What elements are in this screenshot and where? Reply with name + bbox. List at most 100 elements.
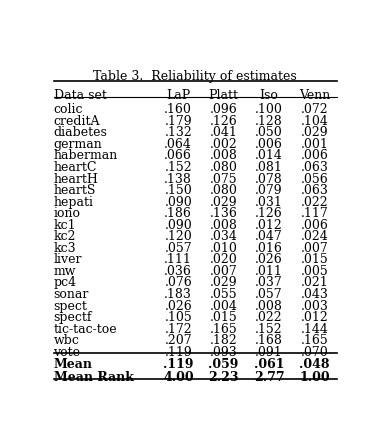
Text: .020: .020 (210, 254, 237, 266)
Text: .081: .081 (255, 161, 283, 174)
Text: .064: .064 (164, 138, 192, 151)
Text: .048: .048 (299, 358, 330, 371)
Text: .076: .076 (164, 277, 192, 290)
Text: .080: .080 (210, 184, 237, 197)
Text: .063: .063 (300, 184, 328, 197)
Text: Table 3.  Reliability of estimates: Table 3. Reliability of estimates (93, 70, 297, 83)
Text: heartC: heartC (53, 161, 97, 174)
Text: .096: .096 (210, 103, 237, 116)
Text: heartH: heartH (53, 172, 98, 186)
Text: .111: .111 (164, 254, 192, 266)
Text: .090: .090 (164, 196, 192, 208)
Text: creditA: creditA (53, 115, 100, 128)
Text: .078: .078 (255, 172, 283, 186)
Text: .183: .183 (164, 288, 192, 301)
Text: .119: .119 (163, 358, 194, 371)
Text: .117: .117 (301, 207, 328, 220)
Text: .050: .050 (255, 127, 283, 139)
Text: .105: .105 (164, 311, 192, 324)
Text: .120: .120 (164, 230, 192, 243)
Text: .186: .186 (164, 207, 192, 220)
Text: Iso: Iso (259, 89, 279, 102)
Text: spectf: spectf (53, 311, 92, 324)
Text: .016: .016 (255, 242, 283, 255)
Text: .063: .063 (300, 161, 328, 174)
Text: .026: .026 (164, 299, 192, 313)
Text: iono: iono (53, 207, 80, 220)
Text: .160: .160 (164, 103, 192, 116)
Text: .012: .012 (301, 311, 328, 324)
Text: .179: .179 (165, 115, 192, 128)
Text: .047: .047 (255, 230, 283, 243)
Text: tic-tac-toe: tic-tac-toe (53, 323, 117, 335)
Text: .057: .057 (255, 288, 283, 301)
Text: .075: .075 (210, 172, 237, 186)
Text: .100: .100 (255, 103, 283, 116)
Text: .031: .031 (255, 196, 283, 208)
Text: .152: .152 (165, 161, 192, 174)
Text: .138: .138 (164, 172, 192, 186)
Text: .126: .126 (255, 207, 283, 220)
Text: colic: colic (53, 103, 83, 116)
Text: Venn: Venn (299, 89, 330, 102)
Text: .034: .034 (210, 230, 237, 243)
Text: .172: .172 (165, 323, 192, 335)
Text: Data set: Data set (53, 89, 106, 102)
Text: LaP: LaP (166, 89, 190, 102)
Text: .002: .002 (210, 138, 237, 151)
Text: .090: .090 (164, 219, 192, 232)
Text: .043: .043 (300, 288, 328, 301)
Text: .015: .015 (301, 254, 328, 266)
Text: .165: .165 (301, 334, 328, 347)
Text: Mean Rank: Mean Rank (53, 371, 133, 384)
Text: .093: .093 (210, 346, 237, 359)
Text: .066: .066 (164, 149, 192, 163)
Text: .022: .022 (301, 196, 328, 208)
Text: .207: .207 (165, 334, 192, 347)
Text: .070: .070 (301, 346, 328, 359)
Text: .128: .128 (255, 115, 283, 128)
Text: .008: .008 (255, 299, 283, 313)
Text: .144: .144 (300, 323, 328, 335)
Text: .079: .079 (255, 184, 283, 197)
Text: liver: liver (53, 254, 82, 266)
Text: .165: .165 (210, 323, 237, 335)
Text: .010: .010 (210, 242, 237, 255)
Text: .008: .008 (210, 149, 237, 163)
Text: .026: .026 (255, 254, 283, 266)
Text: mw: mw (53, 265, 76, 278)
Text: .008: .008 (210, 219, 237, 232)
Text: .029: .029 (301, 127, 328, 139)
Text: sonar: sonar (53, 288, 89, 301)
Text: .072: .072 (301, 103, 328, 116)
Text: pc4: pc4 (53, 277, 77, 290)
Text: german: german (53, 138, 102, 151)
Text: kc1: kc1 (53, 219, 76, 232)
Text: .005: .005 (301, 265, 328, 278)
Text: kc2: kc2 (53, 230, 76, 243)
Text: wbc: wbc (53, 334, 79, 347)
Text: .029: .029 (210, 277, 237, 290)
Text: kc3: kc3 (53, 242, 76, 255)
Text: diabetes: diabetes (53, 127, 107, 139)
Text: .152: .152 (255, 323, 283, 335)
Text: .057: .057 (165, 242, 192, 255)
Text: Mean: Mean (53, 358, 93, 371)
Text: .007: .007 (301, 242, 328, 255)
Text: .126: .126 (210, 115, 237, 128)
Text: .004: .004 (210, 299, 237, 313)
Text: 2.77: 2.77 (254, 371, 284, 384)
Text: .036: .036 (164, 265, 192, 278)
Text: .080: .080 (210, 161, 237, 174)
Text: spect: spect (53, 299, 87, 313)
Text: hepati: hepati (53, 196, 93, 208)
Text: .006: .006 (300, 149, 328, 163)
Text: .119: .119 (164, 346, 192, 359)
Text: .006: .006 (255, 138, 283, 151)
Text: .168: .168 (255, 334, 283, 347)
Text: .059: .059 (208, 358, 239, 371)
Text: .006: .006 (300, 219, 328, 232)
Text: .182: .182 (210, 334, 237, 347)
Text: Platt: Platt (209, 89, 239, 102)
Text: .003: .003 (300, 299, 328, 313)
